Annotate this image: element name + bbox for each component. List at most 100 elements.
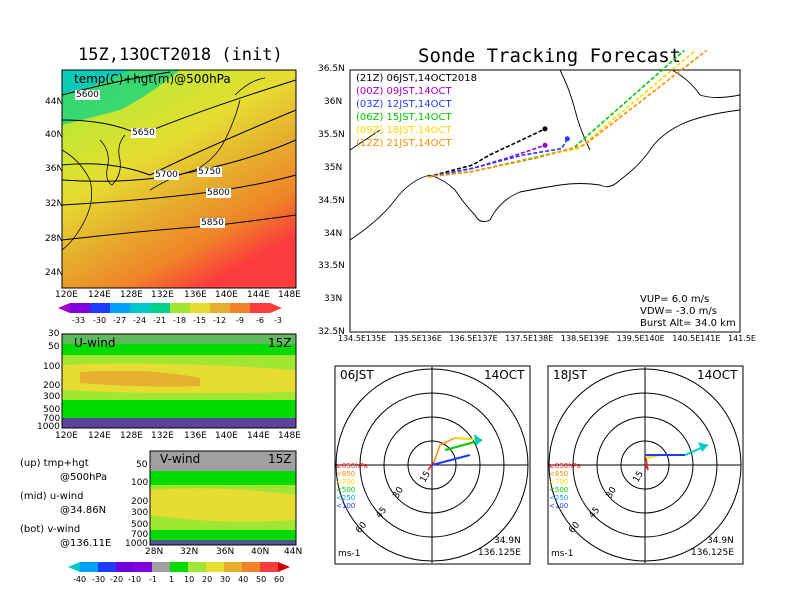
param-vdw: VDW= -3.0 m/s xyxy=(640,306,717,317)
v-wind-title: V-wind xyxy=(160,452,201,466)
west-coast xyxy=(349,129,381,151)
temp-cb-tick: -33 xyxy=(72,316,86,325)
track-map-frame xyxy=(349,69,741,333)
track-y-tick: 35N xyxy=(324,163,343,173)
track-x-tick: 140E xyxy=(644,334,665,343)
temp-colorbar-cell xyxy=(230,303,250,313)
track-endpoint-00z xyxy=(542,142,548,148)
contour-label-5850: 5850 xyxy=(200,218,225,228)
korea-coast xyxy=(99,134,126,186)
temp-colorbar-arrow-right xyxy=(270,303,282,313)
hodo-left-arrowhead xyxy=(474,434,482,446)
temp-colorbar xyxy=(58,303,282,313)
v-y-tick: 100 xyxy=(131,478,149,488)
v-wind-panel xyxy=(149,450,297,546)
contour-label-5750: 5750 xyxy=(197,167,222,177)
wind-cb-tick: 50 xyxy=(256,575,267,584)
temp-colorbar-cell xyxy=(90,303,110,313)
hodo-right-title: 18JST xyxy=(553,368,587,382)
hodo-right-legend-item: <850 xyxy=(549,470,569,478)
wind-cb-tick: -10 xyxy=(128,575,142,584)
legend-03z: (03Z) 12JST,14OCT xyxy=(356,99,452,110)
temp-x-tick: 128E xyxy=(120,290,143,300)
hodo-left-lon: 136.125E xyxy=(478,548,521,558)
hodo-left-trace-mid xyxy=(433,437,456,463)
temp-colorbar-cell xyxy=(150,303,170,313)
track-y-tick: 32.5N xyxy=(318,327,345,337)
hodograph-left xyxy=(334,365,531,565)
hodo-right-legend-item: <700 xyxy=(549,478,569,486)
u-x-tick: 148E xyxy=(278,431,301,441)
temp-colorbar-cell xyxy=(250,303,270,313)
u-y-tick: 300 xyxy=(43,392,61,402)
temp-cb-tick: -18 xyxy=(173,316,187,325)
u-y-tick: 200 xyxy=(43,381,61,391)
temp-cb-tick: -3 xyxy=(274,316,282,325)
wind-colorbar-cell xyxy=(98,562,116,572)
wind-colorbar-cell xyxy=(188,562,206,572)
track-endpoint-03z xyxy=(564,136,570,142)
hokkaido-coast xyxy=(234,77,266,96)
wind-cb-tick: -1 xyxy=(149,575,157,584)
temp-cb-tick: -6 xyxy=(256,316,264,325)
temp-cb-tick: -9 xyxy=(236,316,244,325)
track-line-03z xyxy=(427,138,568,178)
hodo-left-legend-item: ≥850hPa xyxy=(336,462,368,470)
hodo-left-legend-item: <250 xyxy=(336,494,356,502)
track-x-tick: 137.5E xyxy=(505,334,534,343)
v-x-tick: 28N xyxy=(145,547,164,557)
wind-colorbar-cell xyxy=(116,562,134,572)
left-title: 15Z,13OCT2018 (init) xyxy=(78,45,283,65)
temp-y-tick: 36N xyxy=(45,164,64,174)
v-wind-mid-band xyxy=(150,488,296,522)
u-wind-frame xyxy=(61,333,297,429)
temp-map-title: temp(C)+hgt(m)@500hPa xyxy=(74,72,231,86)
wind-cb-tick: 60 xyxy=(274,575,285,584)
kanto-coast xyxy=(671,69,741,98)
u-x-tick: 136E xyxy=(184,431,207,441)
hodo-left-legend: ≥850hPa <850 <700 <500 <250 <100 xyxy=(336,462,368,510)
caption-bot-2: @136.11E xyxy=(60,538,112,549)
wind-colorbar-cell xyxy=(260,562,278,572)
u-y-tick: 1000 xyxy=(37,422,60,432)
v-x-tick: 44N xyxy=(284,547,303,557)
u-x-tick: 144E xyxy=(247,431,270,441)
hodo-right-unit: ms-1 xyxy=(551,549,574,559)
wind-colorbar-cell xyxy=(134,562,152,572)
temp-cb-tick: -30 xyxy=(93,316,107,325)
hodo-right-trace-low xyxy=(644,457,649,471)
caption-bot-1: (bot) v-wind xyxy=(20,524,81,535)
track-y-tick: 33N xyxy=(324,294,343,304)
v-wind-time: 15Z xyxy=(268,452,292,466)
hodo-right-lon: 136.125E xyxy=(691,548,734,558)
wind-colorbar-cell xyxy=(206,562,224,572)
track-series-group xyxy=(427,49,708,178)
legend-09z: (09Z) 18JST,14OCT xyxy=(356,125,452,136)
v-y-tick: 700 xyxy=(131,530,149,540)
wind-colorbar-cell xyxy=(170,562,188,572)
legend-06z: (06Z) 15JST,14OCT xyxy=(356,112,452,123)
contour-5800 xyxy=(61,174,297,206)
param-vup: VUP= 6.0 m/s xyxy=(640,294,710,305)
caption-mid-1: (mid) u-wind xyxy=(20,491,84,502)
temp-x-tick: 124E xyxy=(88,290,111,300)
hodo-left-legend-item: <100 xyxy=(336,502,356,510)
u-wind-top-band xyxy=(62,334,296,344)
v-y-tick: 1000 xyxy=(125,539,148,549)
hodo-right-date: 14OCT xyxy=(697,368,738,382)
v-y-tick: 300 xyxy=(131,508,149,518)
wind-cb-tick: 1 xyxy=(169,575,175,584)
wind-cb-tick: 20 xyxy=(202,575,213,584)
hodo-left-trace-strat xyxy=(431,454,471,466)
hodo-left-date: 14OCT xyxy=(484,368,525,382)
temp-colorbar-cell xyxy=(110,303,130,313)
v-x-tick: 40N xyxy=(251,547,270,557)
temp-y-tick: 32N xyxy=(45,199,64,209)
track-y-tick: 34.5N xyxy=(318,196,345,206)
v-y-tick: 50 xyxy=(136,460,148,470)
u-x-tick: 120E xyxy=(55,431,78,441)
wind-colorbar-cell xyxy=(80,562,98,572)
track-x-tick: 135.5E xyxy=(393,334,422,343)
v-wind-frame xyxy=(149,450,297,546)
